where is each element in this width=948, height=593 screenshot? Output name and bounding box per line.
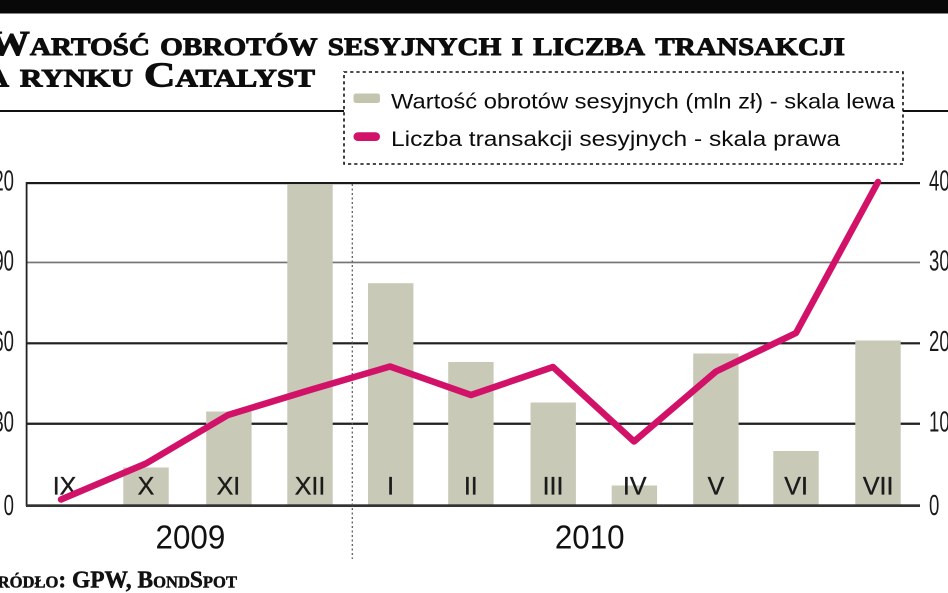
svg-text:XI: XI xyxy=(217,473,241,501)
svg-text:Wartość obrotów sesyjnych i li: Wartość obrotów sesyjnych i liczba trans… xyxy=(0,24,845,63)
svg-text:60: 60 xyxy=(0,326,14,358)
svg-text:400: 400 xyxy=(929,165,948,197)
svg-text:0: 0 xyxy=(929,490,939,522)
svg-text:VII: VII xyxy=(863,473,894,501)
svg-text:Źródło: GPW, BondSpot: Źródło: GPW, BondSpot xyxy=(0,568,238,593)
svg-text:na rynku Catalyst: na rynku Catalyst xyxy=(0,56,315,95)
svg-text:2009: 2009 xyxy=(156,519,226,556)
svg-text:Wartość obrotów sesyjnych (mln: Wartość obrotów sesyjnych (mln zł) - ska… xyxy=(391,91,895,114)
svg-text:0: 0 xyxy=(4,490,14,522)
svg-text:Liczba transakcji sesyjnych -: Liczba transakcji sesyjnych - skala praw… xyxy=(391,128,840,151)
svg-text:200: 200 xyxy=(929,326,948,358)
svg-text:X: X xyxy=(138,473,155,501)
svg-text:VI: VI xyxy=(784,473,808,501)
svg-text:120: 120 xyxy=(0,165,14,197)
svg-text:III: III xyxy=(543,473,564,501)
svg-text:30: 30 xyxy=(0,406,14,438)
svg-text:V: V xyxy=(708,473,725,501)
svg-text:II: II xyxy=(464,473,478,501)
svg-text:I: I xyxy=(387,473,394,501)
svg-text:300: 300 xyxy=(929,245,948,277)
svg-text:XII: XII xyxy=(295,473,326,501)
svg-text:90: 90 xyxy=(0,245,14,277)
svg-text:2010: 2010 xyxy=(555,519,625,556)
svg-text:IV: IV xyxy=(623,473,647,501)
svg-text:100: 100 xyxy=(929,406,948,438)
